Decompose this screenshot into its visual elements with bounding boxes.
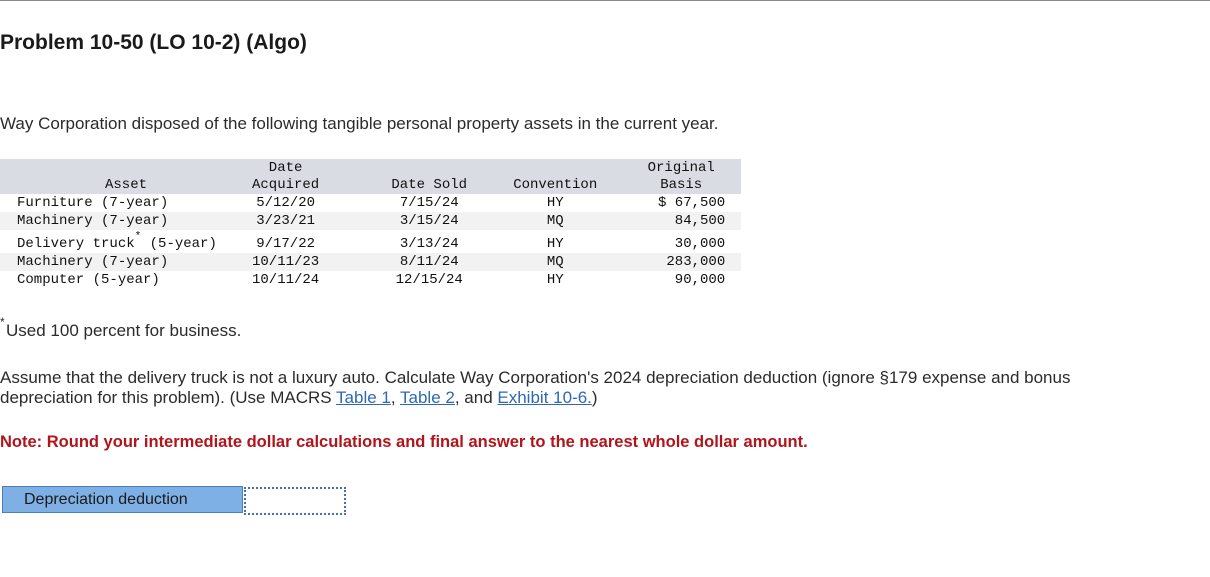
table-row: Computer (5-year) 10/11/24 12/15/24 HY 9… <box>0 271 741 289</box>
cell-spacer <box>725 253 741 271</box>
col-spacer <box>606 159 637 194</box>
col-spacer <box>319 159 389 194</box>
cell-spacer <box>725 194 741 212</box>
cell-spacer <box>469 212 504 230</box>
cell-spacer <box>725 212 741 230</box>
cell-date-sold: 7/15/24 <box>399 195 459 211</box>
cell-date-sold: 12/15/24 <box>395 272 463 288</box>
problem-title: Problem 10-50 (LO 10-2) (Algo) <box>0 31 307 54</box>
cell-original-basis: 283,000 <box>666 254 726 270</box>
question-separator: , <box>390 388 401 407</box>
col-header-original-basis-line2: Basis <box>660 177 703 193</box>
question-separator: , and <box>454 388 498 407</box>
top-divider <box>0 0 1210 1</box>
table-1-link[interactable]: Table 1 <box>336 388 391 407</box>
cell-convention: HY <box>546 272 564 288</box>
table-row: Delivery truck* (5-year) 9/17/22 3/13/24… <box>0 230 741 253</box>
cell-asset: Computer (5-year) <box>17 272 160 288</box>
cell-asset: Furniture (7-year) <box>17 195 169 211</box>
cell-convention: MQ <box>546 254 564 270</box>
footnote-marker: * <box>0 315 5 329</box>
cell-date-acquired: 10/11/24 <box>252 272 320 288</box>
depreciation-deduction-input[interactable] <box>244 487 346 515</box>
cell-spacer <box>469 230 504 253</box>
cell-asset-class: (5-year) <box>141 236 217 252</box>
cell-date-sold: 3/13/24 <box>399 236 459 252</box>
question-body: Assume that the delivery truck is not a … <box>0 368 1071 407</box>
cell-spacer <box>725 230 741 253</box>
footnote: * Used 100 percent for business. <box>0 315 242 341</box>
footnote-text: Used 100 percent for business. <box>6 321 242 340</box>
col-spacer <box>725 159 741 194</box>
cell-original-basis: 30,000 <box>674 236 726 252</box>
cell-asset: Delivery truck* (5-year) <box>0 230 252 253</box>
problem-intro: Way Corporation disposed of the followin… <box>0 114 719 133</box>
col-header-original-basis-line1: Original <box>647 160 715 176</box>
footnote-marker: * <box>134 231 142 244</box>
cell-date-sold: 8/11/24 <box>399 254 459 270</box>
cell-spacer <box>319 212 389 230</box>
cell-spacer <box>319 230 389 253</box>
cell-spacer <box>469 253 504 271</box>
question-closing: ) <box>591 388 598 407</box>
cell-convention: MQ <box>546 213 564 229</box>
cell-spacer <box>319 194 389 212</box>
depreciation-deduction-label: Depreciation deduction <box>2 486 243 513</box>
cell-spacer <box>469 194 504 212</box>
col-header-date-acquired-line1: Date <box>268 160 303 176</box>
col-header-convention: Convention <box>513 177 598 193</box>
cell-asset-name: Delivery truck <box>17 236 135 252</box>
asset-table: Asset Date Acquired Date Sold Convention… <box>0 159 742 289</box>
cell-date-acquired: 5/12/20 <box>256 195 316 211</box>
cell-date-acquired: 3/23/21 <box>256 213 316 229</box>
col-header-date-acquired: Date Acquired <box>252 159 319 194</box>
cell-spacer <box>469 271 504 289</box>
cell-spacer <box>319 253 389 271</box>
table-2-link[interactable]: Table 2 <box>400 388 455 407</box>
cell-convention: HY <box>546 236 564 252</box>
cell-spacer <box>606 194 637 212</box>
col-header-original-basis: Original Basis <box>637 159 725 194</box>
cell-spacer <box>319 271 389 289</box>
table-row: Machinery (7-year) 10/11/23 8/11/24 MQ 2… <box>0 253 742 271</box>
exhibit-10-6-link[interactable]: Exhibit 10-6. <box>497 388 592 407</box>
col-spacer <box>469 159 504 194</box>
table-row: Machinery (7-year) 3/23/21 3/15/24 MQ 84… <box>0 212 742 230</box>
cell-convention: HY <box>546 195 564 211</box>
cell-spacer <box>606 230 637 253</box>
table-header-row: Asset Date Acquired Date Sold Convention… <box>0 159 742 194</box>
cell-date-sold: 3/15/24 <box>399 213 459 229</box>
col-header-date-acquired-line2: Acquired <box>252 177 320 193</box>
rounding-note: Note: Round your intermediate dollar cal… <box>0 433 808 451</box>
cell-original-basis: 90,000 <box>674 272 726 288</box>
col-header-date-sold: Date Sold <box>391 177 468 193</box>
cell-date-acquired: 10/11/23 <box>252 254 320 270</box>
cell-asset: Machinery (7-year) <box>17 213 169 229</box>
cell-spacer <box>606 271 637 289</box>
col-header-asset: Asset <box>104 177 147 193</box>
cell-spacer <box>606 212 637 230</box>
table-row: Furniture (7-year) 5/12/20 7/15/24 HY $ … <box>0 194 741 212</box>
cell-spacer <box>606 253 637 271</box>
cell-date-acquired: 9/17/22 <box>256 236 316 252</box>
cell-original-basis: $ 67,500 <box>658 195 726 211</box>
cell-original-basis: 84,500 <box>674 213 726 229</box>
question-text: Assume that the delivery truck is not a … <box>0 368 1130 408</box>
cell-spacer <box>725 271 741 289</box>
cell-asset: Machinery (7-year) <box>17 254 169 270</box>
